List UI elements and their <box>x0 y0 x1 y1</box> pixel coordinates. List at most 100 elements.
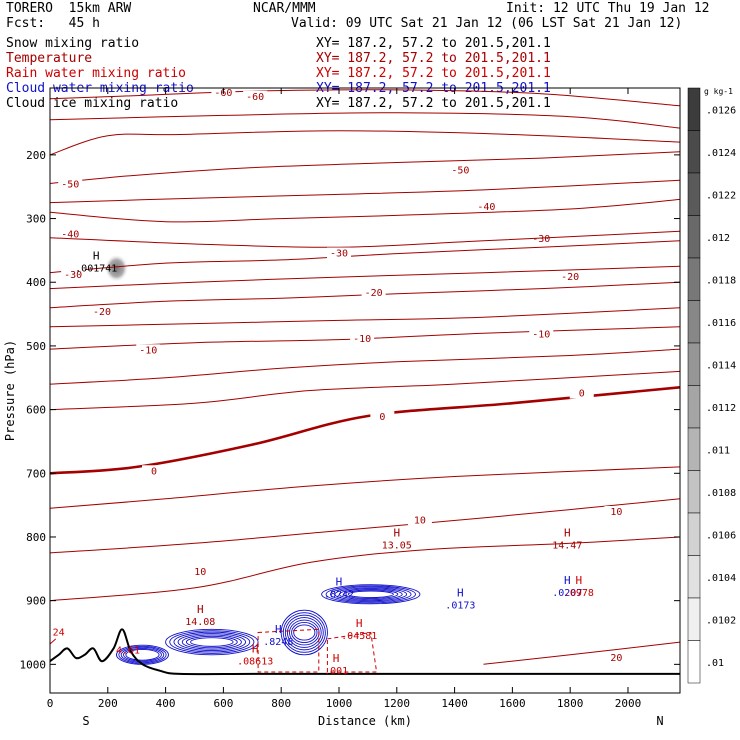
y-tick-label: 700 <box>26 467 46 480</box>
temperature-contour-label: -10 <box>139 345 157 356</box>
contour-label-mask <box>90 306 115 318</box>
temperature-contour <box>49 466 681 509</box>
contour-label-mask <box>61 269 86 281</box>
maximum-value: .08613 <box>237 656 273 667</box>
y-tick-label: 800 <box>26 531 46 544</box>
y-tick-label: 400 <box>26 276 46 289</box>
temperature-contour-label: 0 <box>151 466 157 477</box>
boundary-value-label: 24 <box>53 628 65 639</box>
colorbar-tick-label: .0106 <box>706 530 736 541</box>
temperature-contour <box>49 151 681 184</box>
maximum-value: .001741 <box>75 263 117 274</box>
temperature-contour-label: -30 <box>330 248 348 259</box>
contour-label-mask <box>448 164 473 176</box>
init-time: Init: 12 UTC Thu 19 Jan 12 <box>506 1 710 16</box>
cloud-water-contour <box>284 614 324 651</box>
maximum-marker: H <box>393 526 400 539</box>
maximum-marker: H <box>336 575 343 588</box>
colorbar-tick-label: .0112 <box>706 403 736 414</box>
x-tick-label: 800 <box>271 697 291 710</box>
temperature-contour-label: 10 <box>610 507 622 518</box>
temperature-contour-label: -40 <box>61 229 79 240</box>
maximum-value: .8242 <box>324 589 354 600</box>
contour-label-mask <box>474 201 499 212</box>
cloud-water-contour <box>123 647 162 662</box>
colorbar-swatch <box>687 597 701 641</box>
field-xy-rain: XY= 187.2, 57.2 to 201.5,201.1 <box>316 66 551 81</box>
contour-label-mask <box>407 514 432 526</box>
x-tick-label: 1200 <box>384 697 411 710</box>
cloud-water-contour <box>338 588 403 601</box>
temperature-contour-label: -10 <box>532 329 550 340</box>
colorbar-swatch <box>687 215 701 259</box>
colorbar-swatch <box>687 555 701 599</box>
x-tick-label: 2000 <box>615 697 642 710</box>
x-tick-label: 400 <box>156 697 176 710</box>
cloud-water-contour <box>321 584 421 605</box>
field-label-temperature: Temperature <box>6 51 93 66</box>
cloud-water-contour <box>190 637 234 647</box>
colorbar-swatch <box>687 172 701 216</box>
cloud-water-contour <box>280 609 328 656</box>
x-axis-label: Distance (km) <box>318 714 412 728</box>
temperature-contour <box>49 230 681 248</box>
contour-label-mask <box>569 387 594 399</box>
y-tick-label: 200 <box>26 149 46 162</box>
temperature-contour <box>49 265 681 290</box>
cloud-water-contour <box>173 631 251 653</box>
cloud-water-contour <box>293 624 316 641</box>
cloud-water-contour <box>185 635 238 649</box>
maximum-marker: H <box>93 249 100 262</box>
cloud-water-contour <box>125 648 160 661</box>
snow-blob <box>104 254 129 283</box>
y-tick-label: 900 <box>26 595 46 608</box>
temperature-contour-label: -50 <box>451 166 469 177</box>
rain-water-contour <box>257 628 320 673</box>
maximum-marker: H <box>252 642 259 655</box>
colorbar-tick-label: .0122 <box>706 190 736 201</box>
temperature-contour <box>49 536 681 602</box>
field-label-snow: Snow mixing ratio <box>6 36 140 51</box>
temperature-contour-label: -60 <box>246 92 264 103</box>
temperature-contour <box>49 112 681 129</box>
forecast-hour: Fcst: 45 h <box>6 16 100 31</box>
temperature-contour <box>49 348 681 385</box>
colorbar-tick-label: .0102 <box>706 615 736 626</box>
contour-label-mask <box>370 411 395 423</box>
colorbar-swatch <box>687 130 701 174</box>
contour-label-mask <box>58 178 83 190</box>
maximum-marker: H <box>275 623 282 636</box>
temperature-contour-label: -10 <box>353 334 371 345</box>
temperature-contour-label: -20 <box>365 288 383 299</box>
maximum-marker: H <box>356 617 363 630</box>
contour-label-mask <box>136 344 161 356</box>
colorbar-swatch <box>687 427 701 471</box>
colorbar-tick-label: .0116 <box>706 318 736 329</box>
cloud-water-contour <box>343 589 399 600</box>
temperature-contour-label: 0 <box>579 389 585 400</box>
colorbar-unit: g kg-1 <box>704 87 733 96</box>
contour-label-mask <box>604 651 629 663</box>
temperature-contour <box>49 198 681 223</box>
contour-label-mask <box>58 228 83 240</box>
cloud-water-contour <box>330 586 412 603</box>
temperature-contour <box>483 641 681 665</box>
maximum-value: 14.08 <box>185 617 215 628</box>
terrain-line <box>49 628 680 676</box>
colorbar-swatch <box>687 87 701 131</box>
colorbar-swatch <box>687 512 701 556</box>
temperature-contour <box>49 386 681 475</box>
temperature-contour <box>49 130 681 156</box>
maximum-value: .0207 <box>552 588 582 599</box>
contour-label-mask <box>558 271 583 283</box>
cloud-water-contour <box>181 634 242 650</box>
colorbar-tick-label: .0108 <box>706 488 736 499</box>
temperature-contour <box>49 179 681 204</box>
temperature-contour-label: -30 <box>532 234 550 245</box>
maximum-marker: H <box>564 574 571 587</box>
contour-label-mask <box>361 286 386 298</box>
colorbar-tick-label: .0126 <box>706 105 736 116</box>
temperature-contour <box>49 498 681 554</box>
temperature-contour <box>49 307 681 328</box>
